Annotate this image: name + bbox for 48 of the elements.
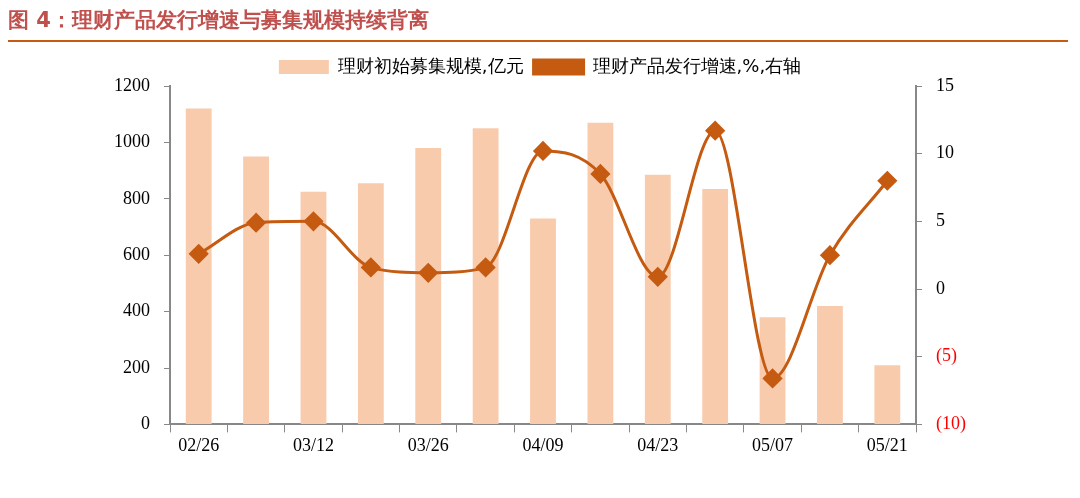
x-tick-label: 04/23 [637,434,679,455]
point [590,164,610,184]
y2-tick-label: 0 [936,277,946,298]
y-tick-label: 200 [123,356,150,377]
x-tick-label: 04/09 [522,434,564,455]
point [705,121,725,141]
point [877,171,897,191]
bar [185,108,212,424]
bar [874,365,901,424]
point [189,244,209,264]
bar [415,148,442,424]
bar [243,156,269,424]
bar [357,183,384,424]
y-tick-label: 600 [123,243,150,264]
legend-label: 理财产品发行增速,%,右轴 [592,54,802,76]
y-tick-label: 1200 [114,74,150,95]
point [648,267,668,287]
bar [472,128,499,424]
point [763,368,783,388]
x-tick-label: 05/07 [752,434,794,455]
bar [300,191,327,424]
y2-tick-label: 5 [936,210,946,231]
y2-tick-label: 15 [936,74,955,95]
bar [644,174,671,424]
x-tick-label: 05/21 [866,434,908,455]
point [820,245,840,265]
y2-tick-label: (5) [936,345,958,367]
point [246,213,266,233]
bar [530,218,556,424]
point [533,141,553,161]
y-tick-label: 800 [123,187,150,208]
point [361,257,381,277]
bar [817,305,843,424]
point [418,263,438,283]
bar [587,122,614,424]
x-tick-label: 03/26 [407,434,449,455]
x-tick-label: 02/26 [178,434,220,455]
x-tick-label: 03/12 [292,434,334,455]
point [303,211,323,231]
y-tick-label: 1000 [114,131,150,152]
y-tick-label: 0 [141,413,150,434]
point [476,257,496,277]
y-tick-label: 400 [123,300,150,321]
y2-tick-label: 10 [936,142,955,163]
bar [702,188,729,424]
chart-title: 图 4：理财产品发行增速与募集规模持续背离 [8,6,1068,42]
y2-tick-label: (10) [936,413,967,435]
legend-label: 理财初始募集规模,亿元 [337,54,524,76]
